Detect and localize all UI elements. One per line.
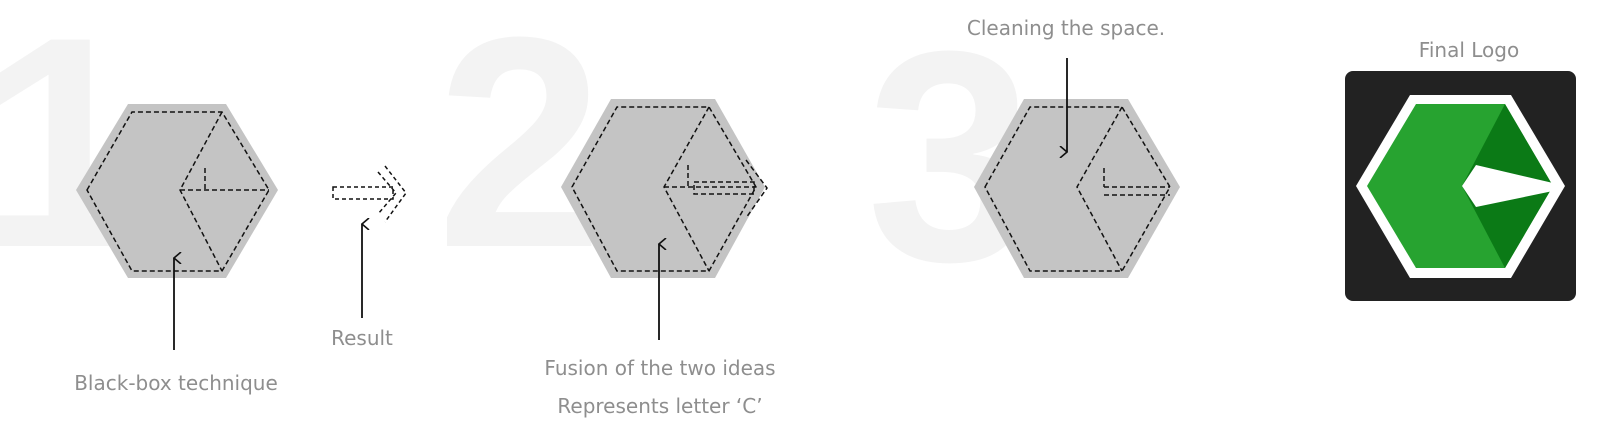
step-2-hexagon [561, 99, 767, 278]
final-logo [1345, 71, 1576, 301]
step-3-caption: Cleaning the space. [967, 18, 1165, 38]
step-1-hexagon [76, 104, 278, 278]
result-dashed-arrow-icon [333, 166, 406, 222]
step-2-caption-line2: Represents letter ‘C’ [557, 396, 762, 416]
final-logo-title: Final Logo [1419, 40, 1519, 60]
step-2-caption-line1: Fusion of the two ideas [544, 358, 775, 378]
step-1-caption: Black-box technique [74, 373, 278, 393]
step-3-hexagon [974, 99, 1180, 278]
result-caption: Result [331, 328, 393, 348]
